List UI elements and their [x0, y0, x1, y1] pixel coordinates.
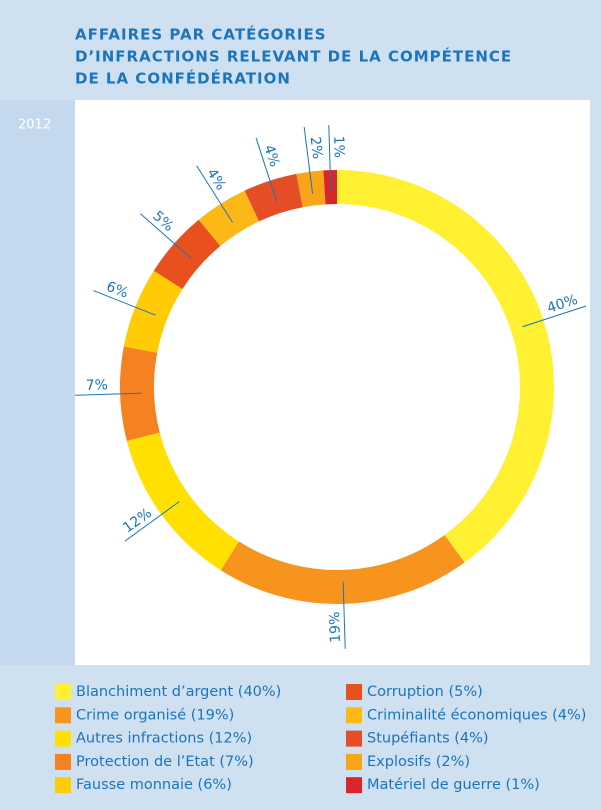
year-label: 2012: [18, 118, 51, 133]
legend-label: Autres infractions (12%): [76, 731, 252, 747]
donut-slice: [198, 190, 260, 246]
donut-slice: [126, 432, 239, 571]
legend-label: Fausse monnaie (6%): [76, 777, 232, 793]
chart-title: AFFAIRES PAR CATÉGORIES: [75, 25, 327, 44]
legend-label: Explosifs (2%): [367, 754, 470, 770]
legend-label: Blanchiment d’argent (40%): [76, 684, 281, 700]
donut-slice: [296, 170, 326, 208]
legend-label: Stupéfiants (4%): [367, 731, 489, 747]
legend-swatch: [55, 777, 71, 794]
leader-line: [303, 127, 314, 194]
legend-swatch: [55, 707, 71, 724]
legend-label: Matériel de guerre (1%): [367, 777, 540, 793]
donut-slice: [123, 270, 183, 353]
legend-swatch: [346, 684, 362, 700]
legend-swatch: [346, 777, 362, 794]
chart-title: DE LA CONFÉDÉRATION: [75, 69, 291, 88]
legend-swatch: [55, 730, 71, 747]
leader-line: [522, 305, 587, 328]
donut-slice: [323, 170, 337, 205]
data-label: 19%: [327, 611, 344, 643]
donut-slice: [220, 535, 465, 604]
legend-swatch: [55, 753, 71, 770]
leader-line: [124, 501, 180, 542]
leader-line: [342, 581, 346, 649]
data-label: 2%: [307, 136, 326, 160]
data-label: 7%: [85, 377, 108, 394]
legend-label: Crime organisé (19%): [76, 707, 234, 723]
data-label: 4%: [260, 143, 282, 169]
leader-line: [196, 165, 233, 223]
legend-swatch: [55, 684, 71, 700]
leader-line: [328, 125, 332, 193]
chart-title: D’INFRACTIONS RELEVANT DE LA COMPÉTENCE: [75, 47, 512, 66]
legend-swatch: [346, 730, 362, 747]
legend-swatch: [346, 753, 362, 770]
data-label: 1%: [330, 135, 347, 158]
legend-label: Corruption (5%): [367, 684, 483, 700]
legend-swatch: [346, 707, 362, 724]
leader-line: [255, 137, 278, 202]
data-label: 6%: [104, 279, 131, 302]
leader-line: [140, 213, 192, 259]
donut-slice: [244, 173, 303, 222]
legend-label: Protection de l’Etat (7%): [76, 754, 254, 770]
legend-label: Criminalité économiques (4%): [367, 707, 586, 723]
leader-line: [93, 290, 156, 316]
donut-slice: [337, 170, 555, 563]
year-strip: [0, 100, 75, 665]
leader-line: [75, 392, 143, 396]
